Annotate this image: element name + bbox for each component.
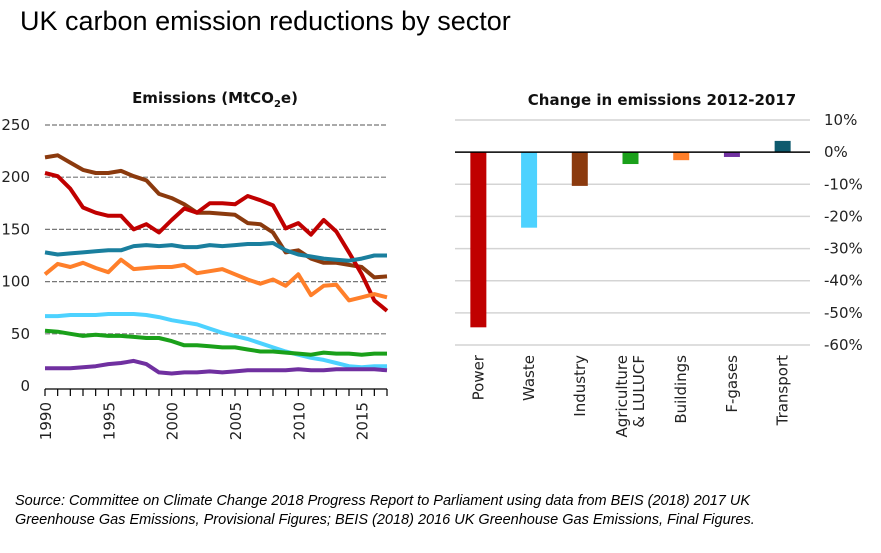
bar-y-tick-label--10: -10% bbox=[824, 175, 863, 193]
x-tick-label-2005: 2005 bbox=[227, 402, 245, 440]
line-chart-x-axis: 1990 1995 2000 2005 2010 2015 bbox=[37, 388, 388, 440]
category-label-transport: Transport bbox=[774, 355, 792, 427]
series-line-waste bbox=[45, 312, 387, 370]
series-line-transport bbox=[44, 241, 387, 263]
line-chart-title-subscript: 2 bbox=[274, 99, 281, 110]
bar-chart-x-axis: Power Waste Industry Agriculture & LULUCF Bui… bbox=[469, 354, 791, 437]
bar-y-tick-label--50: -50% bbox=[824, 304, 863, 322]
x-tick-label-2010: 2010 bbox=[290, 402, 308, 440]
bar-y-tick-label--20: -20% bbox=[824, 207, 863, 225]
bar-agriculture bbox=[622, 152, 639, 165]
y-tick-label-50: 50 bbox=[11, 325, 30, 343]
bar-waste bbox=[521, 152, 538, 228]
line-chart-y-axis: 0 50 100 150 200 250 bbox=[1, 116, 30, 395]
x-tick-label-1995: 1995 bbox=[100, 402, 118, 440]
page-title: UK carbon emission reductions by sector bbox=[20, 6, 511, 36]
line-chart-title-end: e) bbox=[281, 89, 298, 107]
line-chart-title-main: Emissions (MtCO bbox=[132, 89, 274, 107]
bar-buildings bbox=[673, 152, 690, 161]
x-tick-label-2015: 2015 bbox=[354, 402, 372, 440]
bar-chart-y-axis: 10% 0% -10% -20% -30% -40% -50% -60% bbox=[824, 111, 863, 354]
line-chart-series bbox=[43, 153, 389, 376]
bar-y-tick-label--30: -30% bbox=[824, 240, 863, 258]
change-bar-chart: Change in emissions 2012-2017 10% 0% -10% -… bbox=[455, 91, 863, 438]
x-tick-label-1990: 1990 bbox=[37, 402, 55, 440]
bar-power bbox=[470, 152, 487, 328]
line-chart-title: Emissions (MtCO2e) bbox=[132, 89, 298, 110]
y-tick-label-250: 250 bbox=[1, 116, 30, 134]
source-line-1: Source: Committee on Climate Change 2018… bbox=[15, 493, 751, 509]
category-label-industry: Industry bbox=[571, 355, 589, 417]
category-label-waste: Waste bbox=[520, 355, 538, 401]
bar-y-tick-label-0: 0% bbox=[824, 143, 848, 161]
series-line-industry bbox=[44, 153, 388, 280]
series-line-power bbox=[44, 171, 389, 313]
series-line-agriculture-lulucf bbox=[44, 328, 387, 357]
category-label-agriculture-line-1: Agriculture bbox=[613, 355, 631, 438]
bar-chart-gridlines bbox=[455, 119, 810, 346]
source-note: Source: Committee on Climate Change 2018… bbox=[15, 492, 755, 530]
bar-y-tick-label-10: 10% bbox=[824, 111, 857, 129]
bar-f-gases bbox=[723, 152, 740, 157]
y-tick-label-0: 0 bbox=[20, 377, 30, 395]
series-line-buildings bbox=[43, 257, 388, 303]
series-line-f-gases bbox=[45, 358, 388, 376]
y-tick-label-200: 200 bbox=[1, 168, 30, 186]
category-label-power: Power bbox=[469, 354, 487, 400]
category-label-agriculture-line-2: & LULUCF bbox=[630, 355, 648, 428]
bar-industry bbox=[571, 152, 588, 186]
source-line-2: Greenhouse Gas Emissions, Provisional Fi… bbox=[15, 512, 755, 528]
x-tick-label-2000: 2000 bbox=[164, 402, 182, 440]
bar-y-tick-label--40: -40% bbox=[824, 272, 863, 290]
category-label-f-gases: F-gases bbox=[723, 355, 741, 413]
bar-transport bbox=[774, 140, 791, 153]
category-label-buildings: Buildings bbox=[672, 355, 690, 424]
y-tick-label-100: 100 bbox=[1, 273, 30, 291]
bar-chart-bars bbox=[470, 140, 791, 328]
bar-chart-title: Change in emissions 2012-2017 bbox=[528, 91, 796, 109]
bar-y-tick-label--60: -60% bbox=[824, 336, 863, 354]
y-tick-label-150: 150 bbox=[1, 220, 30, 238]
